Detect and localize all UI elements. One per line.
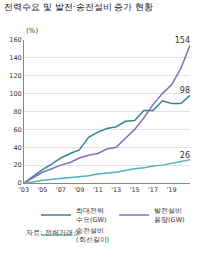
svg-text:'09: '09 xyxy=(74,186,84,194)
svg-text:60: 60 xyxy=(13,126,21,134)
svg-text:26: 26 xyxy=(180,151,190,160)
svg-text:154: 154 xyxy=(175,36,190,45)
svg-text:전력수요 및 발전·송전설비 증가 현황: 전력수요 및 발전·송전설비 증가 현황 xyxy=(4,2,153,12)
svg-text:발전설비용량(GW): 발전설비용량(GW) xyxy=(154,207,185,223)
svg-text:20: 20 xyxy=(13,161,21,169)
svg-text:'07: '07 xyxy=(56,186,66,194)
svg-text:160: 160 xyxy=(9,36,21,44)
svg-text:'17: '17 xyxy=(148,186,158,194)
svg-text:최대전력수요(GW): 최대전력수요(GW) xyxy=(76,207,107,223)
svg-text:40: 40 xyxy=(13,144,21,152)
svg-text:자료: 전력거래소: 자료: 전력거래소 xyxy=(26,229,80,237)
svg-text:(%): (%) xyxy=(26,27,38,35)
svg-text:송전설비(회선길이): 송전설비(회선길이) xyxy=(76,227,109,243)
svg-text:'13: '13 xyxy=(111,186,121,194)
svg-text:'03: '03 xyxy=(19,186,29,194)
svg-text:'11: '11 xyxy=(93,186,103,194)
svg-text:'19: '19 xyxy=(167,186,177,194)
svg-text:140: 140 xyxy=(9,54,21,62)
svg-text:0: 0 xyxy=(18,179,22,187)
svg-text:98: 98 xyxy=(180,86,190,95)
svg-text:'15: '15 xyxy=(130,186,140,194)
svg-text:120: 120 xyxy=(9,72,21,80)
svg-text:100: 100 xyxy=(9,90,21,98)
svg-text:80: 80 xyxy=(13,108,21,116)
svg-text:'05: '05 xyxy=(37,186,47,194)
